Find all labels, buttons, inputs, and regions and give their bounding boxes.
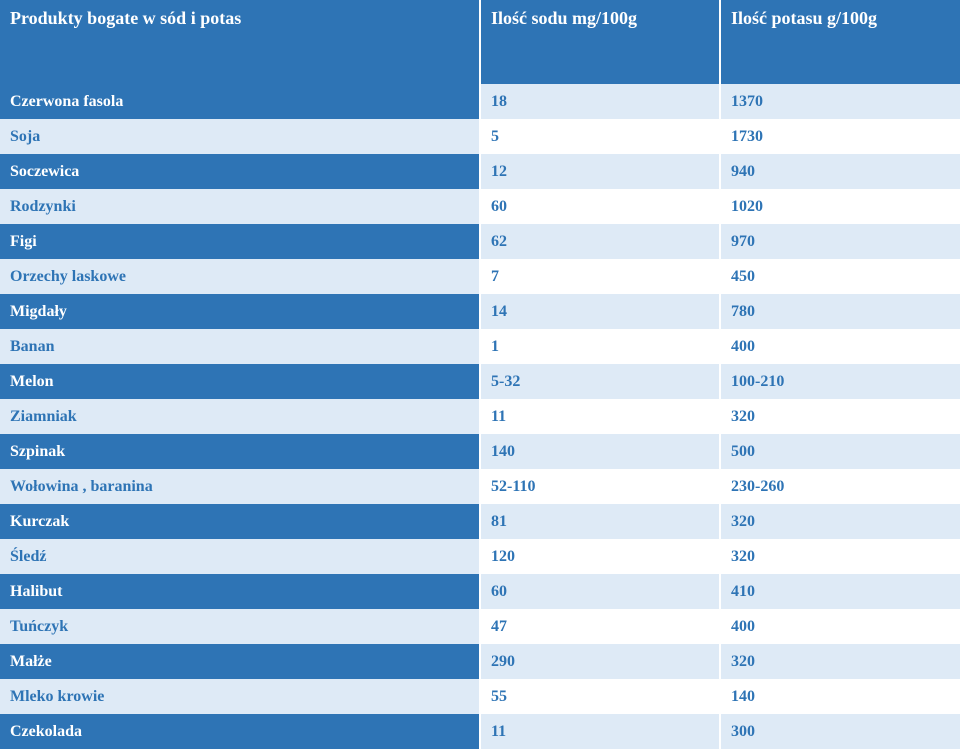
cell-sodium: 18 xyxy=(480,84,720,119)
col-header-sodium: Ilość sodu mg/100g xyxy=(480,0,720,84)
cell-potassium: 1370 xyxy=(720,84,960,119)
cell-product: Śledź xyxy=(0,539,480,574)
table-row: Melon5-32100-210 xyxy=(0,364,960,399)
table-row: Figi62970 xyxy=(0,224,960,259)
table-row: Kurczak81320 xyxy=(0,504,960,539)
table-row: Czerwona fasola181370 xyxy=(0,84,960,119)
cell-sodium: 11 xyxy=(480,399,720,434)
table-row: Szpinak140500 xyxy=(0,434,960,469)
cell-sodium: 81 xyxy=(480,504,720,539)
cell-product: Mleko krowie xyxy=(0,679,480,714)
cell-product: Czekolada xyxy=(0,714,480,749)
table-row: Halibut60410 xyxy=(0,574,960,609)
cell-sodium: 11 xyxy=(480,714,720,749)
nutrition-table: Produkty bogate w sód i potas Ilość sodu… xyxy=(0,0,960,749)
table-row: Mleko krowie55140 xyxy=(0,679,960,714)
col-header-product: Produkty bogate w sód i potas xyxy=(0,0,480,84)
cell-potassium: 970 xyxy=(720,224,960,259)
cell-potassium: 300 xyxy=(720,714,960,749)
table-row: Ziamniak11320 xyxy=(0,399,960,434)
cell-sodium: 60 xyxy=(480,189,720,224)
table-header: Produkty bogate w sód i potas Ilość sodu… xyxy=(0,0,960,84)
cell-product: Halibut xyxy=(0,574,480,609)
cell-product: Orzechy laskowe xyxy=(0,259,480,294)
cell-product: Figi xyxy=(0,224,480,259)
nutrition-table-container: Produkty bogate w sód i potas Ilość sodu… xyxy=(0,0,960,720)
cell-potassium: 140 xyxy=(720,679,960,714)
table-row: Soczewica12940 xyxy=(0,154,960,189)
cell-sodium: 140 xyxy=(480,434,720,469)
table-row: Banan1400 xyxy=(0,329,960,364)
cell-product: Melon xyxy=(0,364,480,399)
table-row: Tuńczyk47400 xyxy=(0,609,960,644)
cell-sodium: 55 xyxy=(480,679,720,714)
header-row: Produkty bogate w sód i potas Ilość sodu… xyxy=(0,0,960,84)
table-body: Czerwona fasola181370Soja51730Soczewica1… xyxy=(0,84,960,749)
table-row: Soja51730 xyxy=(0,119,960,154)
cell-sodium: 14 xyxy=(480,294,720,329)
cell-product: Soczewica xyxy=(0,154,480,189)
cell-sodium: 52-110 xyxy=(480,469,720,504)
cell-product: Tuńczyk xyxy=(0,609,480,644)
table-row: Małże290320 xyxy=(0,644,960,679)
cell-product: Migdały xyxy=(0,294,480,329)
cell-potassium: 780 xyxy=(720,294,960,329)
cell-sodium: 290 xyxy=(480,644,720,679)
cell-sodium: 5-32 xyxy=(480,364,720,399)
cell-sodium: 47 xyxy=(480,609,720,644)
cell-product: Czerwona fasola xyxy=(0,84,480,119)
cell-product: Banan xyxy=(0,329,480,364)
table-row: Czekolada11300 xyxy=(0,714,960,749)
cell-product: Małże xyxy=(0,644,480,679)
cell-product: Szpinak xyxy=(0,434,480,469)
cell-sodium: 1 xyxy=(480,329,720,364)
cell-sodium: 60 xyxy=(480,574,720,609)
cell-potassium: 400 xyxy=(720,329,960,364)
cell-potassium: 1020 xyxy=(720,189,960,224)
cell-potassium: 320 xyxy=(720,504,960,539)
cell-potassium: 320 xyxy=(720,399,960,434)
cell-potassium: 400 xyxy=(720,609,960,644)
cell-potassium: 500 xyxy=(720,434,960,469)
cell-product: Wołowina , baranina xyxy=(0,469,480,504)
cell-potassium: 320 xyxy=(720,644,960,679)
table-row: Orzechy laskowe7450 xyxy=(0,259,960,294)
col-header-potassium: Ilość potasu g/100g xyxy=(720,0,960,84)
cell-product: Ziamniak xyxy=(0,399,480,434)
cell-potassium: 450 xyxy=(720,259,960,294)
cell-sodium: 12 xyxy=(480,154,720,189)
cell-potassium: 940 xyxy=(720,154,960,189)
cell-potassium: 1730 xyxy=(720,119,960,154)
cell-product: Rodzynki xyxy=(0,189,480,224)
cell-potassium: 230-260 xyxy=(720,469,960,504)
table-row: Rodzynki601020 xyxy=(0,189,960,224)
cell-product: Kurczak xyxy=(0,504,480,539)
cell-potassium: 410 xyxy=(720,574,960,609)
cell-sodium: 120 xyxy=(480,539,720,574)
table-row: Wołowina , baranina52-110230-260 xyxy=(0,469,960,504)
cell-product: Soja xyxy=(0,119,480,154)
cell-sodium: 7 xyxy=(480,259,720,294)
cell-potassium: 320 xyxy=(720,539,960,574)
cell-sodium: 5 xyxy=(480,119,720,154)
table-row: Migdały14780 xyxy=(0,294,960,329)
cell-sodium: 62 xyxy=(480,224,720,259)
cell-potassium: 100-210 xyxy=(720,364,960,399)
table-row: Śledź120320 xyxy=(0,539,960,574)
